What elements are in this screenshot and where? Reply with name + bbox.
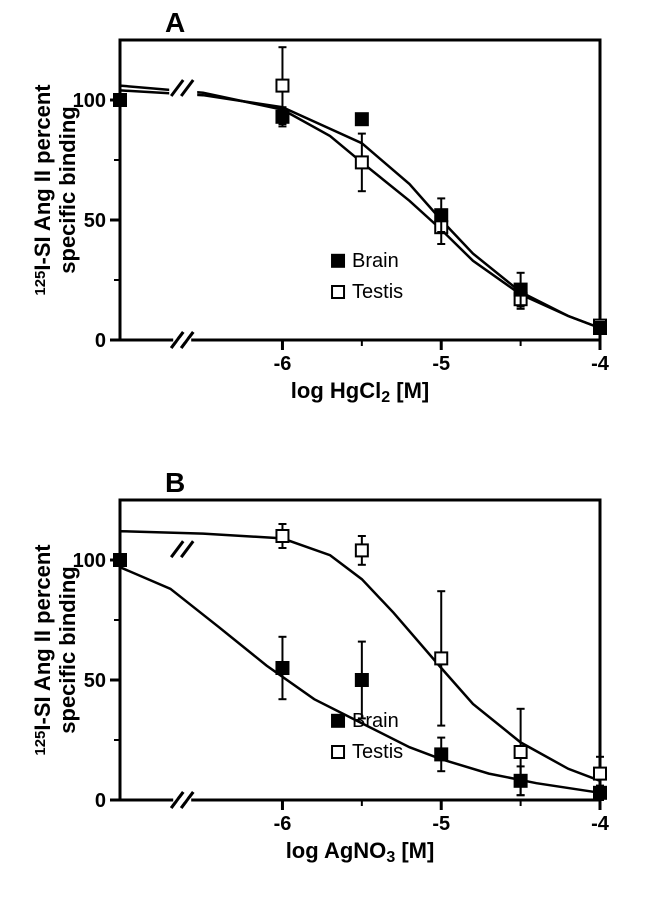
marker-brain <box>114 554 126 566</box>
y-tick-label: 50 <box>84 670 106 692</box>
marker-testis <box>356 544 368 556</box>
panel-b-svg: B050100-6-5-4BrainTestislog AgNO3 [M]125… <box>0 460 649 924</box>
y-axis-label-2: specific binding <box>55 566 80 733</box>
y-axis-label-1: 125I-SI Ang II percent <box>30 544 55 756</box>
legend-label: Brain <box>352 250 399 272</box>
marker-brain <box>515 775 527 787</box>
marker-testis <box>276 80 288 92</box>
legend-marker <box>332 255 344 267</box>
legend-marker <box>332 746 344 758</box>
legend-label: Brain <box>352 710 399 732</box>
x-tick-label: -4 <box>591 813 610 835</box>
x-tick-label: -5 <box>432 353 450 375</box>
marker-testis <box>276 530 288 542</box>
x-axis-label: log AgNO3 [M] <box>286 838 435 866</box>
x-tick-label: -5 <box>432 813 450 835</box>
marker-brain <box>114 94 126 106</box>
marker-brain <box>276 111 288 123</box>
curve-break-gap <box>169 76 197 100</box>
x-tick-label: -6 <box>274 353 292 375</box>
marker-brain <box>594 787 606 799</box>
legend-marker <box>332 286 344 298</box>
marker-testis <box>515 746 527 758</box>
y-axis-label-1: 125I-SI Ang II percent <box>30 84 55 296</box>
marker-brain <box>356 674 368 686</box>
panel-label: B <box>165 467 185 498</box>
y-tick-label: 0 <box>95 790 106 812</box>
y-tick-label: 0 <box>95 330 106 352</box>
legend-label: Testis <box>352 281 403 303</box>
curve-break-gap <box>169 537 197 561</box>
legend-marker <box>332 715 344 727</box>
marker-brain <box>594 322 606 334</box>
marker-brain <box>435 748 447 760</box>
panel-a-svg: A050100-6-5-4BrainTestislog HgCl2 [M]125… <box>0 0 649 460</box>
marker-testis <box>356 156 368 168</box>
marker-brain <box>356 113 368 125</box>
x-tick-label: -6 <box>274 813 292 835</box>
marker-brain <box>515 284 527 296</box>
y-axis-label-2: specific binding <box>55 106 80 273</box>
y-tick-label: 50 <box>84 210 106 232</box>
marker-testis <box>435 652 447 664</box>
panel-label: A <box>165 7 185 38</box>
marker-testis <box>594 768 606 780</box>
marker-brain <box>435 209 447 221</box>
figure: A050100-6-5-4BrainTestislog HgCl2 [M]125… <box>0 0 649 924</box>
x-axis-label: log HgCl2 [M] <box>291 378 429 406</box>
x-tick-label: -4 <box>591 353 610 375</box>
marker-brain <box>276 662 288 674</box>
legend-label: Testis <box>352 741 403 763</box>
